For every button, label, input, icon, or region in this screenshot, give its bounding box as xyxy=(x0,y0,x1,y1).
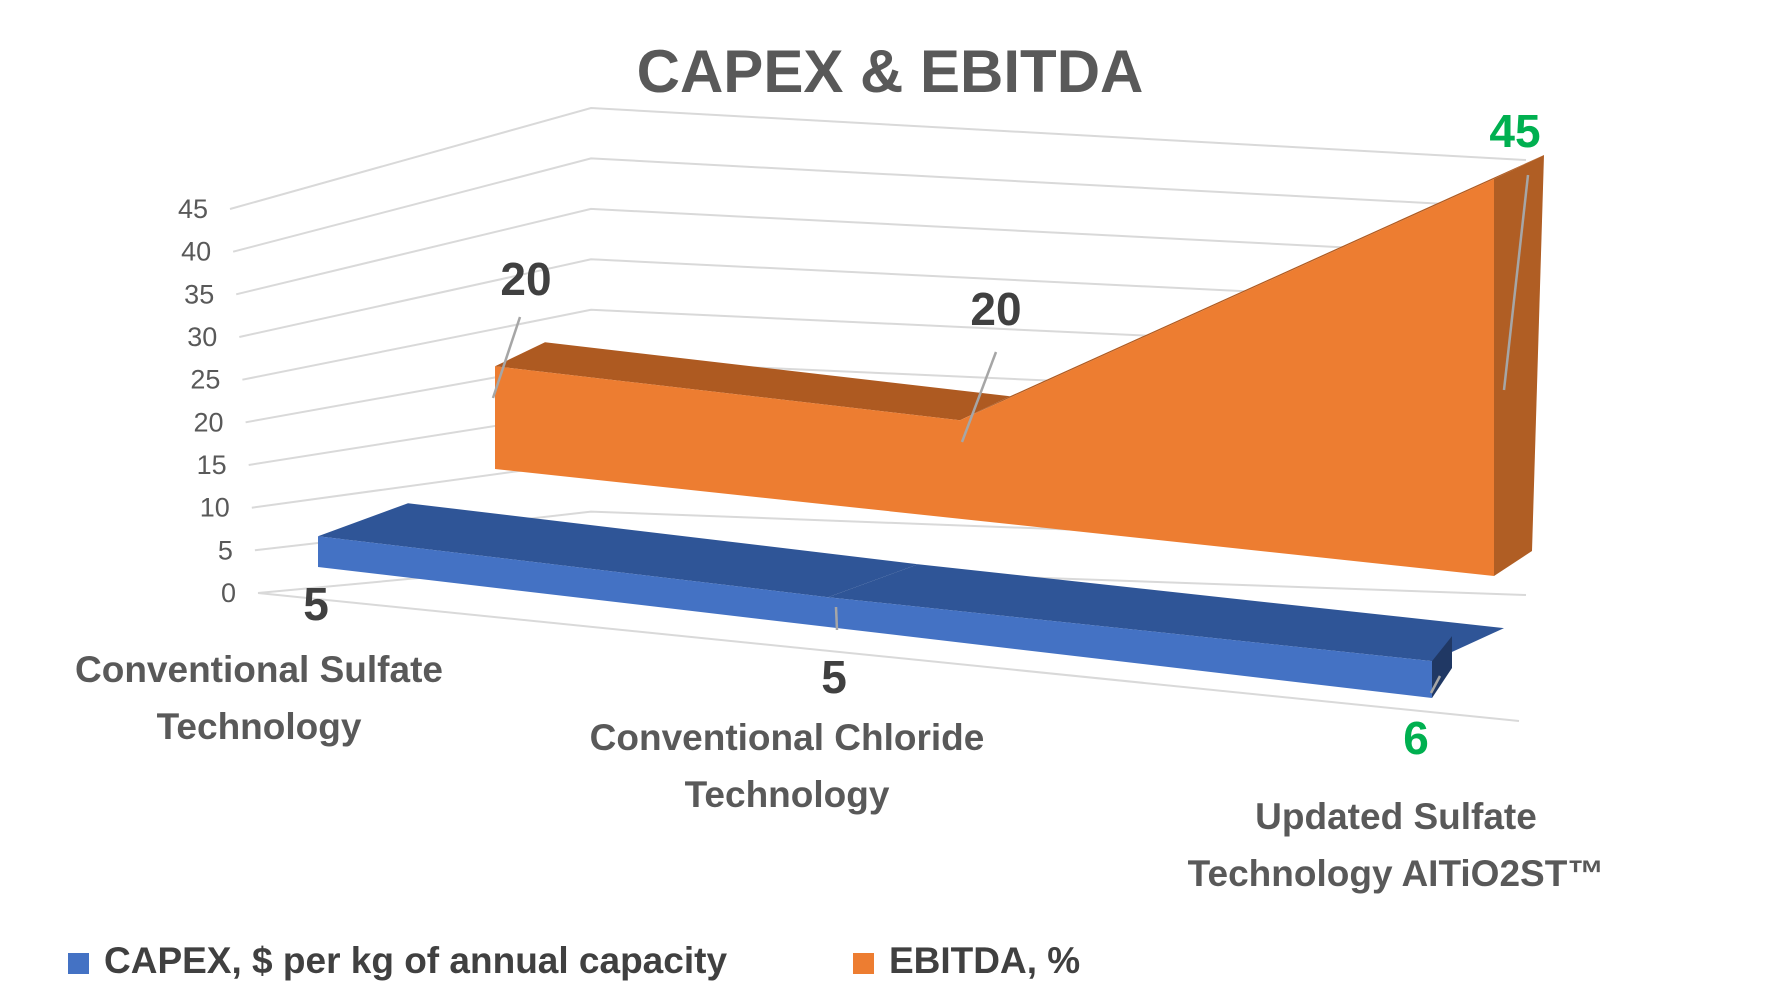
y-axis-ticks: 0 5 10 15 20 25 30 35 40 45 xyxy=(178,194,236,608)
y-tick-label: 0 xyxy=(221,578,236,608)
legend-label-ebitda: EBITDA, % xyxy=(889,940,1080,981)
capex-data-label: 5 xyxy=(303,578,329,630)
category-label: Technology xyxy=(157,706,362,747)
gridline xyxy=(232,157,1527,253)
leader-line xyxy=(960,351,998,443)
chart-title: CAPEX & EBITDA xyxy=(637,38,1144,105)
y-tick-label: 5 xyxy=(218,535,233,565)
leader-line xyxy=(1502,174,1530,391)
y-tick-label: 25 xyxy=(190,365,220,395)
capex-data-label: 6 xyxy=(1403,712,1429,764)
legend-label-capex: CAPEX, $ per kg of annual capacity xyxy=(104,940,727,981)
y-tick-label: 35 xyxy=(184,279,214,309)
leader-line xyxy=(834,606,839,631)
capex-top-face xyxy=(828,564,1504,662)
ebitda-top-face xyxy=(960,155,1544,421)
category-label: Conventional Sulfate xyxy=(75,649,443,690)
legend-swatch-ebitda xyxy=(853,953,874,974)
ebitda-series xyxy=(495,155,1544,576)
ebitda-side-face xyxy=(1494,155,1544,576)
category-label: Technology xyxy=(685,774,890,815)
data-labels: 20 20 45 5 5 6 xyxy=(303,105,1540,764)
legend: CAPEX, $ per kg of annual capacity EBITD… xyxy=(68,940,1080,981)
data-label-leaders xyxy=(491,174,1530,694)
category-label: Conventional Chloride xyxy=(590,717,985,758)
gridline xyxy=(239,258,1527,338)
capex-top-face xyxy=(318,503,918,598)
y-tick-label: 15 xyxy=(197,450,227,480)
y-tick-label: 30 xyxy=(187,322,217,352)
ebitda-top-face xyxy=(495,342,1010,421)
x-axis-categories: Conventional Sulfate Technology Convention… xyxy=(75,649,1604,894)
leader-line xyxy=(491,316,522,399)
y-tick-label: 40 xyxy=(181,237,211,267)
gridline xyxy=(229,106,1527,210)
ebitda-data-label: 20 xyxy=(970,283,1021,335)
legend-swatch-capex xyxy=(68,953,89,974)
y-tick-label: 45 xyxy=(178,194,208,224)
capex-series xyxy=(318,503,1504,698)
y-tick-label: 20 xyxy=(194,407,224,437)
category-label: Technology AITiO2ST™ xyxy=(1188,853,1605,894)
gridline xyxy=(235,207,1527,296)
category-label: Updated Sulfate xyxy=(1255,796,1537,837)
floor-gridline xyxy=(257,592,1520,722)
capex-data-label: 5 xyxy=(821,651,847,703)
y-tick-label: 10 xyxy=(200,493,230,523)
ebitda-data-label: 45 xyxy=(1489,105,1540,157)
capex-front-face xyxy=(318,536,1432,698)
leader-line xyxy=(1429,675,1442,694)
ebitda-front-face xyxy=(495,179,1494,576)
ebitda-data-label: 20 xyxy=(500,253,551,305)
